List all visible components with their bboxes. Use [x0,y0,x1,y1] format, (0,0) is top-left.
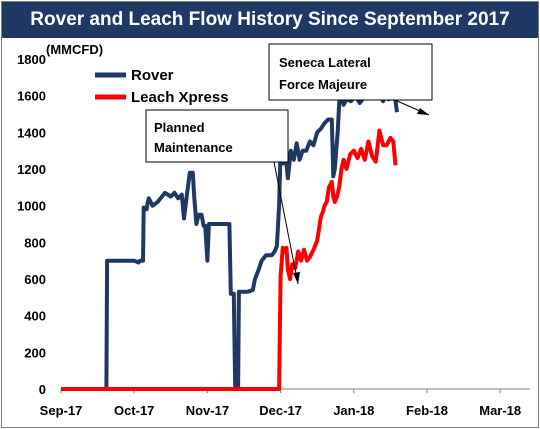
series-layer [61,79,399,391]
annotation-box-planned-maintenance [145,109,289,163]
chart-title: Rover and Leach Flow History Since Septe… [2,2,538,38]
annotation-line-1: Seneca Lateral [279,55,371,70]
legend-label-leach: Leach Xpress [131,89,229,106]
x-axis-ticks: Sep-17 Oct-17 Nov-17 Dec-17 Jan-18 Feb-18 Mar-… [40,389,521,418]
annotation-line-2: Force Majeure [279,77,367,92]
series-line-rover [61,79,399,391]
x-tick-label: Dec-17 [259,403,302,418]
y-tick-label: 1800 [17,52,46,67]
legend: Rover Leach Xpress [95,67,229,106]
y-tick-label: 1000 [17,199,46,214]
y-tick-label: 800 [24,235,46,250]
annotation-line-2: Maintenance [154,140,233,155]
y-tick-label: 400 [24,309,46,324]
y-tick-label: 1600 [17,89,46,104]
x-tick-label: Mar-18 [479,403,521,418]
annotation-box-seneca-lateral [268,43,433,101]
annotation-arrowhead-seneca-lateral [417,108,429,115]
y-tick-label: 0 [39,382,46,397]
y-axis-ticks: 0 200 400 600 800 1000 1200 1400 1600 1800 [17,52,46,397]
x-tick-label: Feb-18 [406,403,448,418]
series-line-leach-xpress [61,128,398,391]
y-tick-label: 1400 [17,125,46,140]
y-tick-label: 1200 [17,162,46,177]
y-tick-label: 200 [24,345,46,360]
annotation-planned-maintenance: Planned Maintenance [145,109,300,285]
y-axis-unit-label: (MMCFD) [46,42,103,57]
annotation-seneca-lateral: Seneca Lateral Force Majeure [268,43,433,116]
legend-label-rover: Rover [131,67,174,84]
x-tick-label: Nov-17 [186,403,229,418]
annotation-arrowhead-planned-maintenance [293,272,300,284]
x-tick-label: Oct-17 [114,403,154,418]
x-tick-label: Jan-18 [333,403,374,418]
y-tick-label: 600 [24,272,46,287]
x-tick-label: Sep-17 [40,403,83,418]
annotation-arrow-planned-maintenance [273,161,299,285]
annotation-line-1: Planned [154,120,205,135]
